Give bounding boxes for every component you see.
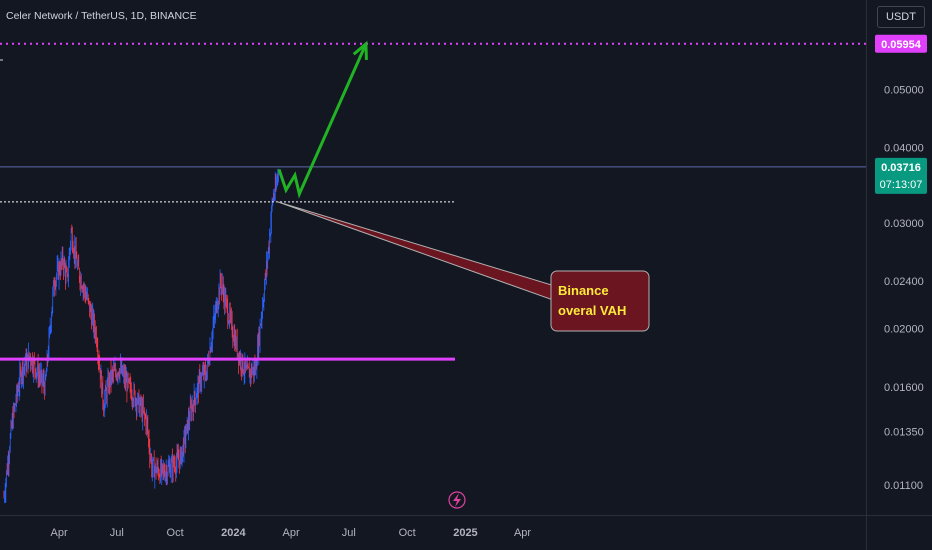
y-tick-label: 0.05000 [884,84,924,96]
x-tick-label: Oct [167,527,184,539]
y-tick-label: 0.03000 [884,218,924,230]
lightning-bolt-icon [453,493,461,507]
x-tick-label: 2024 [221,527,246,539]
target-price-label: 0.05954 [881,39,922,51]
projection-path [277,43,368,199]
x-tick-label: Jul [342,527,356,539]
candles [3,168,279,504]
x-tick-label: Apr [514,527,531,539]
lightning-event-circle [448,491,466,509]
callout-pointer [277,201,570,301]
projection-arrowhead [352,40,368,60]
last-price-badge [875,157,927,194]
last-price-label: 0.03716 [881,162,921,174]
overlays: 0.05954 0.03716 07:13:07 Binance overal VAH [0,34,927,509]
y-tick-label: 0.01100 [884,480,923,492]
countdown-label: 07:13:07 [880,179,923,191]
callout-line2: overal VAH [558,303,626,318]
symbol-title: Celer Network / TetherUS, 1D, BINANCE [6,10,197,22]
callout-line1: Binance [558,283,609,298]
currency-selector[interactable]: USDT [877,6,925,28]
x-tick-label: Apr [50,527,67,539]
y-tick-label: 0.01350 [884,426,924,438]
y-tick-label: 0.01600 [884,382,924,394]
x-tick-label: Apr [283,527,300,539]
y-tick-label: 0.04000 [884,143,924,155]
x-tick-label: 2025 [453,527,477,539]
callout-box [550,270,650,332]
lightning-event-icon [448,491,466,509]
y-tick-label: 0.02000 [884,324,924,336]
x-tick-label: Jul [110,527,124,539]
x-tick-label: Oct [399,527,416,539]
target-price-badge [875,34,927,53]
y-tick-label: 0.02400 [884,276,924,288]
